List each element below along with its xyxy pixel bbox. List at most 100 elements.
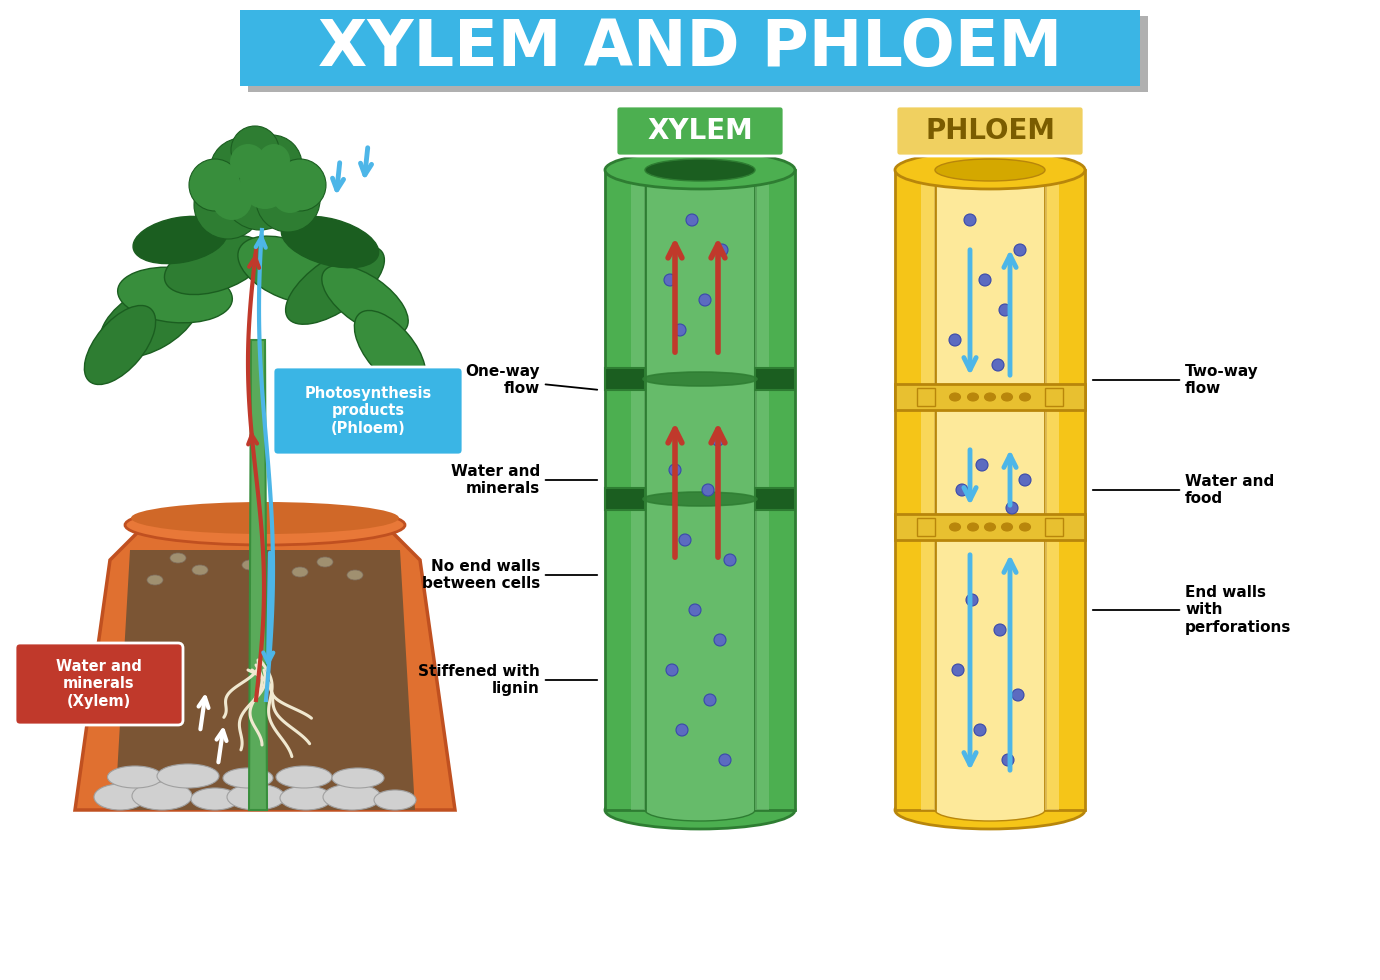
Circle shape xyxy=(689,604,701,616)
Polygon shape xyxy=(644,170,755,810)
Circle shape xyxy=(712,434,724,446)
Circle shape xyxy=(956,484,967,496)
Polygon shape xyxy=(248,340,266,810)
Circle shape xyxy=(704,694,716,706)
Circle shape xyxy=(724,554,736,566)
FancyBboxPatch shape xyxy=(273,367,464,455)
Polygon shape xyxy=(936,170,1045,810)
Circle shape xyxy=(965,214,976,226)
Ellipse shape xyxy=(226,784,286,810)
Ellipse shape xyxy=(643,372,758,386)
Ellipse shape xyxy=(293,567,308,577)
Ellipse shape xyxy=(101,282,200,358)
Text: No end walls
between cells: No end walls between cells xyxy=(422,559,598,591)
Polygon shape xyxy=(75,525,455,810)
Polygon shape xyxy=(755,368,795,390)
Polygon shape xyxy=(604,170,644,810)
Text: Stiffened with
lignin: Stiffened with lignin xyxy=(418,663,598,696)
Ellipse shape xyxy=(117,268,232,322)
Ellipse shape xyxy=(280,786,333,810)
Ellipse shape xyxy=(286,246,385,324)
Ellipse shape xyxy=(333,768,384,788)
Ellipse shape xyxy=(84,306,156,384)
Ellipse shape xyxy=(984,523,995,531)
Text: Water and
minerals
(Xylem): Water and minerals (Xylem) xyxy=(57,660,142,709)
Ellipse shape xyxy=(192,565,208,575)
Text: Water and
minerals: Water and minerals xyxy=(451,464,598,496)
Circle shape xyxy=(713,634,726,646)
Ellipse shape xyxy=(126,505,404,545)
Ellipse shape xyxy=(604,151,795,189)
Ellipse shape xyxy=(132,782,192,810)
Ellipse shape xyxy=(936,159,1045,181)
Ellipse shape xyxy=(644,799,755,821)
Circle shape xyxy=(999,304,1012,316)
Ellipse shape xyxy=(1020,523,1031,531)
Circle shape xyxy=(258,144,290,176)
Ellipse shape xyxy=(276,766,333,788)
FancyBboxPatch shape xyxy=(615,106,784,156)
Circle shape xyxy=(257,168,320,232)
Circle shape xyxy=(992,359,1005,371)
Polygon shape xyxy=(896,514,1085,540)
Ellipse shape xyxy=(132,217,226,264)
Ellipse shape xyxy=(190,788,239,810)
Circle shape xyxy=(1002,754,1014,766)
Circle shape xyxy=(241,161,288,209)
Circle shape xyxy=(702,484,713,496)
Circle shape xyxy=(241,135,302,195)
Ellipse shape xyxy=(644,159,755,181)
Circle shape xyxy=(189,159,241,211)
Ellipse shape xyxy=(131,502,399,534)
Circle shape xyxy=(679,534,691,546)
Ellipse shape xyxy=(282,217,378,268)
FancyBboxPatch shape xyxy=(15,643,184,725)
Text: PHLOEM: PHLOEM xyxy=(925,117,1054,145)
Circle shape xyxy=(210,138,275,202)
Circle shape xyxy=(1014,244,1025,256)
Ellipse shape xyxy=(1002,523,1013,531)
Polygon shape xyxy=(1045,170,1085,810)
Polygon shape xyxy=(896,384,1085,410)
Circle shape xyxy=(719,754,731,766)
Polygon shape xyxy=(920,170,936,810)
Polygon shape xyxy=(755,170,769,810)
Ellipse shape xyxy=(322,266,408,335)
Circle shape xyxy=(222,154,298,230)
Ellipse shape xyxy=(164,235,265,295)
Ellipse shape xyxy=(936,799,1045,821)
Circle shape xyxy=(240,165,270,195)
Ellipse shape xyxy=(949,393,960,401)
Circle shape xyxy=(974,724,985,736)
Text: XYLEM AND PHLOEM: XYLEM AND PHLOEM xyxy=(317,17,1063,79)
Ellipse shape xyxy=(967,523,978,531)
Circle shape xyxy=(1018,474,1031,486)
Text: End walls
with
perforations: End walls with perforations xyxy=(1093,585,1292,635)
Ellipse shape xyxy=(323,784,381,810)
Ellipse shape xyxy=(355,311,425,389)
Ellipse shape xyxy=(241,560,258,570)
Polygon shape xyxy=(604,368,644,390)
Circle shape xyxy=(978,274,991,286)
Ellipse shape xyxy=(1002,393,1013,401)
Ellipse shape xyxy=(224,768,273,788)
Circle shape xyxy=(664,274,676,286)
Circle shape xyxy=(686,214,698,226)
Ellipse shape xyxy=(317,557,333,567)
Circle shape xyxy=(966,594,978,606)
Polygon shape xyxy=(896,170,936,810)
Polygon shape xyxy=(916,518,936,536)
Circle shape xyxy=(700,294,711,306)
Ellipse shape xyxy=(949,523,960,531)
Circle shape xyxy=(275,159,326,211)
FancyBboxPatch shape xyxy=(240,10,1140,86)
Circle shape xyxy=(676,724,689,736)
Polygon shape xyxy=(755,170,795,810)
Ellipse shape xyxy=(967,393,978,401)
Ellipse shape xyxy=(170,553,186,563)
Circle shape xyxy=(1012,689,1024,701)
Circle shape xyxy=(669,464,680,476)
Ellipse shape xyxy=(157,764,219,788)
Circle shape xyxy=(230,126,279,174)
Text: One-way
flow: One-way flow xyxy=(465,364,598,396)
